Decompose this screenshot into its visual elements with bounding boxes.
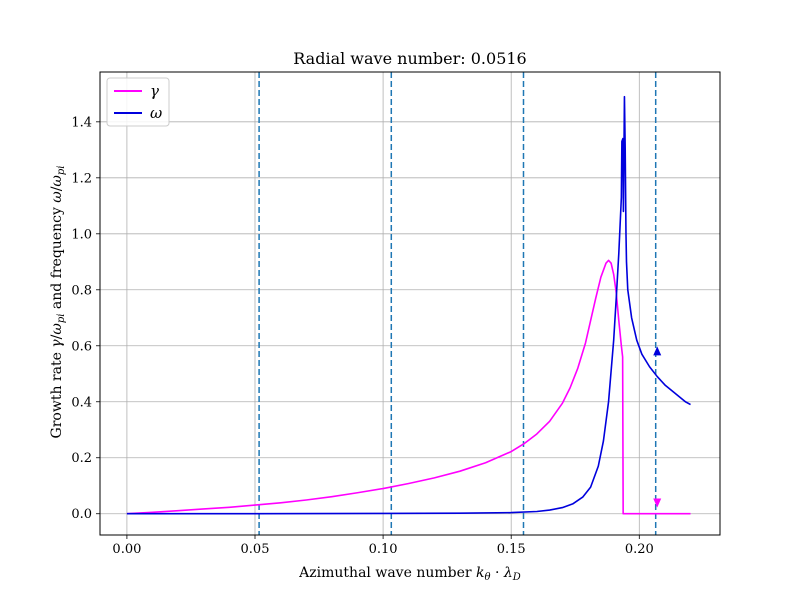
y-tick-label-7: 1.4 [71, 115, 92, 130]
plot-frame [99, 71, 721, 536]
series-omega-arrow [653, 346, 662, 356]
x-tick-label-4: 0.20 [625, 542, 654, 557]
y-tick-label-2: 0.4 [71, 395, 92, 410]
y-tick-label-0: 0.0 [71, 507, 92, 522]
ticks: 0.00 0.05 0.10 0.15 0.20 0.0 0.2 0.4 0.6 0.8 1.0 1.… [71, 115, 653, 557]
legend: γ ω [106, 77, 170, 127]
series-gamma-line [126, 259, 691, 515]
y-tick-label-6: 1.2 [71, 171, 92, 186]
x-tick-label-0: 0.00 [112, 542, 141, 557]
legend-label-gamma: γ [150, 82, 159, 100]
y-tick-label-4: 0.8 [71, 283, 92, 298]
x-tick-label-3: 0.15 [497, 542, 526, 557]
y-tick-label-1: 0.2 [71, 451, 92, 466]
series-omega-line [126, 95, 691, 515]
y-tick-label-5: 1.0 [71, 227, 92, 242]
chart-title: Radial wave number: 0.0516 [293, 49, 526, 68]
series-gamma-arrow [653, 498, 662, 508]
series-lines [126, 95, 691, 515]
x-tick-label-1: 0.05 [241, 542, 270, 557]
vertical-dashed-lines [258, 72, 657, 535]
y-tick-label-3: 0.6 [71, 339, 92, 354]
x-axis-label: Azimuthal wave number kθ · λD [298, 565, 521, 583]
x-tick-label-2: 0.10 [369, 542, 398, 557]
legend-label-omega: ω [150, 104, 162, 122]
axes [99, 71, 721, 536]
y-axis-label: Growth rate γ/ωpi and frequency ω/ωpi [49, 166, 67, 439]
